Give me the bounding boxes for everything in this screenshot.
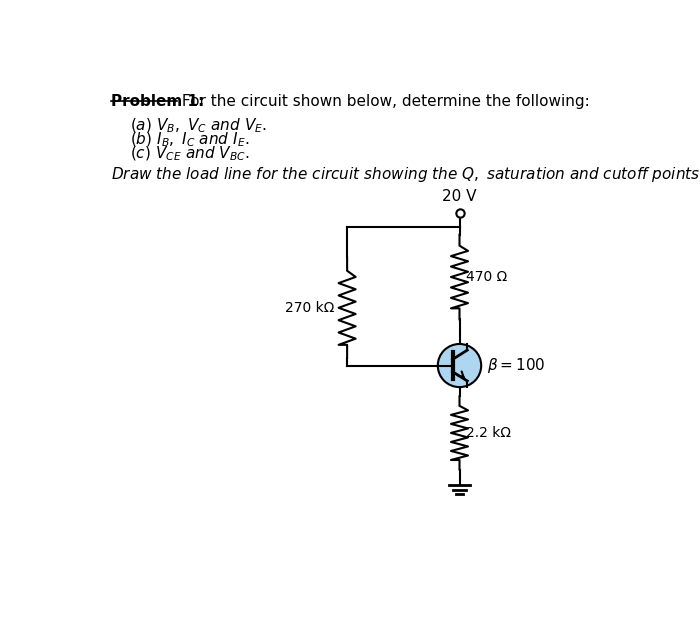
Text: 470 Ω: 470 Ω: [466, 270, 508, 284]
Text: $(b)\ I_B,\ I_C\ \mathit{and}\ I_E.$: $(b)\ I_B,\ I_C\ \mathit{and}\ I_E.$: [130, 131, 250, 149]
Text: $\beta = 100$: $\beta = 100$: [487, 356, 546, 375]
Text: $(c)\ V_{CE}\ \mathit{and}\ V_{BC}.$: $(c)\ V_{CE}\ \mathit{and}\ V_{BC}.$: [130, 145, 250, 163]
Text: 20 V: 20 V: [442, 189, 477, 204]
Text: For the circuit shown below, determine the following:: For the circuit shown below, determine t…: [176, 93, 589, 109]
Text: $(a)\ V_B,\ V_C\ \mathit{and}\ V_E.$: $(a)\ V_B,\ V_C\ \mathit{and}\ V_E.$: [130, 117, 267, 135]
Circle shape: [438, 344, 481, 387]
Text: $\mathit{Draw\ the\ load\ line\ for\ the\ circuit\ showing\ the\ Q,\ saturation\: $\mathit{Draw\ the\ load\ line\ for\ the…: [111, 165, 700, 184]
Text: 270 kΩ: 270 kΩ: [285, 301, 335, 315]
Text: Problem 1:: Problem 1:: [111, 93, 204, 109]
Text: 2.2 kΩ: 2.2 kΩ: [466, 426, 512, 440]
